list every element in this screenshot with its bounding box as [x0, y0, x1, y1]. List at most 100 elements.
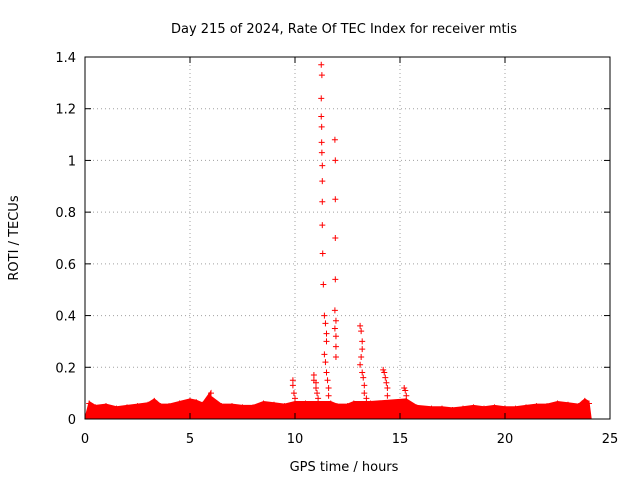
data-point	[239, 404, 246, 411]
data-point	[358, 328, 365, 335]
data-point	[318, 123, 325, 130]
data-point	[332, 333, 339, 340]
data-point	[321, 312, 328, 319]
data-point	[319, 178, 326, 185]
data-point	[358, 353, 365, 360]
x-axis-label: GPS time / hours	[290, 460, 399, 475]
data-point	[310, 372, 317, 379]
data-point	[332, 235, 339, 241]
data-point	[103, 403, 109, 410]
data-point	[533, 403, 540, 410]
data-point	[113, 405, 120, 412]
data-point	[332, 276, 339, 283]
data-point	[357, 322, 364, 329]
data-point	[344, 403, 351, 410]
data-point	[325, 392, 332, 399]
data-point	[383, 379, 390, 386]
grid	[85, 57, 610, 419]
data-point	[332, 196, 339, 203]
data-point	[575, 403, 582, 410]
data-point	[321, 351, 328, 358]
data-point	[323, 330, 330, 337]
data-point	[350, 400, 357, 407]
data-point	[318, 95, 325, 102]
y-axis-label: ROTI / TECUs	[7, 195, 22, 280]
data-point	[166, 403, 172, 410]
data-point	[157, 403, 164, 410]
data-point	[332, 317, 339, 324]
data-point	[384, 392, 391, 399]
data-point	[359, 346, 366, 353]
data-point	[92, 404, 99, 411]
data-point	[290, 390, 297, 397]
y-tick-label: 0.2	[55, 361, 76, 376]
chart-title: Day 215 of 2024, Rate Of TEC Index for r…	[171, 22, 517, 37]
data-point	[327, 400, 334, 407]
data-point	[260, 400, 267, 407]
data-point	[319, 198, 326, 205]
data-point	[318, 61, 325, 68]
data-point	[318, 72, 325, 79]
data-point	[151, 397, 158, 404]
x-tick-label: 10	[287, 432, 304, 447]
data-point	[359, 338, 366, 345]
data-point	[322, 320, 329, 327]
data-point	[318, 139, 325, 146]
data-point	[439, 405, 445, 412]
data-point	[332, 157, 339, 164]
data-point	[428, 405, 435, 412]
data-point	[357, 361, 364, 368]
data-point	[218, 403, 225, 410]
data-point	[331, 136, 338, 143]
data-point	[382, 374, 389, 381]
data-point	[331, 325, 338, 332]
data-point	[208, 390, 214, 397]
data-point	[315, 395, 322, 402]
y-tick-label: 0.6	[55, 258, 76, 273]
data-point	[581, 397, 588, 404]
x-tick-label: 25	[602, 432, 619, 447]
data-point	[367, 400, 374, 407]
data-point	[176, 400, 183, 407]
data-point	[381, 369, 388, 376]
data-point	[320, 281, 327, 288]
y-tick-label: 0.8	[55, 206, 76, 221]
x-tick-label: 20	[497, 432, 514, 447]
data-point	[289, 377, 296, 384]
data-point	[319, 162, 326, 169]
data-points	[86, 61, 592, 413]
axes	[84, 56, 611, 420]
data-point	[292, 395, 298, 402]
data-point	[322, 359, 329, 366]
data-point	[334, 403, 340, 410]
data-point	[313, 384, 319, 391]
data-point	[319, 250, 326, 257]
data-point	[481, 405, 487, 412]
data-point	[124, 404, 130, 411]
data-point	[86, 400, 93, 407]
x-tick-label: 5	[186, 432, 194, 447]
data-point	[361, 390, 368, 397]
data-point	[324, 377, 331, 384]
data-point	[323, 369, 330, 376]
data-point	[403, 397, 410, 404]
data-point	[199, 401, 206, 408]
data-point	[319, 222, 326, 229]
data-point	[523, 404, 529, 411]
data-point	[292, 400, 298, 407]
data-point	[271, 401, 277, 408]
data-point	[302, 400, 309, 407]
tick-labels: 0 0.2 0.4 0.6 0.8 1 1.2 1.4 0 5 10 15 20 25	[55, 51, 618, 447]
data-point	[281, 403, 288, 410]
data-point	[323, 338, 330, 345]
data-point	[361, 382, 368, 389]
data-point	[363, 395, 370, 402]
data-point	[359, 369, 366, 376]
y-tick-label: 1.4	[55, 51, 76, 66]
y-tick-label: 0	[68, 413, 76, 428]
data-point	[318, 113, 325, 120]
y-tick-label: 0.4	[55, 310, 76, 325]
data-point	[502, 405, 508, 412]
